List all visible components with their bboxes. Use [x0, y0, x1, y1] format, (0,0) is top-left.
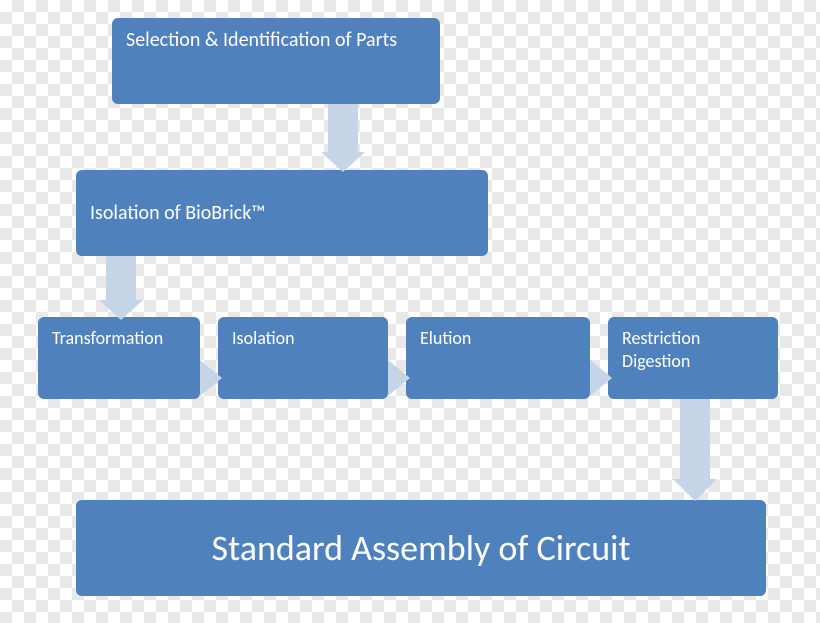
node-label: Transformation	[52, 327, 163, 350]
node-standard-assembly: Standard Assembly of Circuit	[76, 500, 766, 596]
node-label: Selection & Identification of Parts	[126, 28, 397, 53]
node-transformation: Transformation	[38, 317, 200, 399]
arrow-down-1-head	[321, 152, 365, 172]
arrow-down-1-shaft	[328, 104, 358, 152]
arrow-right-2-head	[388, 360, 410, 396]
arrow-down-3-head	[673, 479, 717, 501]
node-label: Isolation of BioBrick™	[90, 201, 265, 226]
arrow-right-1-head	[200, 360, 222, 396]
node-isolation: Isolation	[218, 317, 388, 399]
node-restriction-digestion: Restriction Digestion	[608, 317, 778, 399]
node-label: Elution	[420, 327, 471, 350]
node-label: Standard Assembly of Circuit	[212, 526, 631, 571]
node-selection-identification: Selection & Identification of Parts	[112, 18, 440, 104]
node-isolation-biobrick: Isolation of BioBrick™	[76, 170, 488, 256]
arrow-right-3-head	[590, 360, 612, 396]
arrow-down-2-shaft	[106, 256, 136, 300]
node-elution: Elution	[406, 317, 590, 399]
arrow-down-2-head	[99, 300, 143, 320]
node-label: Restriction Digestion	[622, 327, 764, 372]
node-label: Isolation	[232, 327, 295, 350]
arrow-down-3-shaft	[680, 399, 710, 479]
